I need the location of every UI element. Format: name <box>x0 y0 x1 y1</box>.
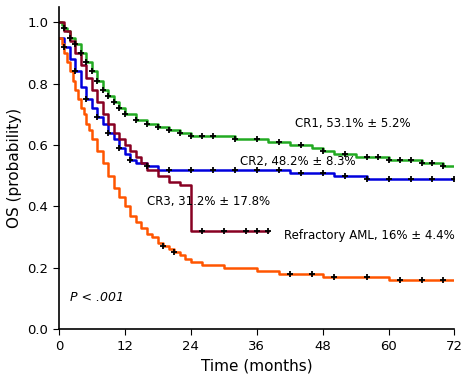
Text: P < .001: P < .001 <box>70 291 124 304</box>
Text: CR1, 53.1% ± 5.2%: CR1, 53.1% ± 5.2% <box>295 117 411 130</box>
X-axis label: Time (months): Time (months) <box>201 358 312 373</box>
Text: Refractory AML, 16% ± 4.4%: Refractory AML, 16% ± 4.4% <box>284 229 455 242</box>
Text: CR3, 31.2% ± 17.8%: CR3, 31.2% ± 17.8% <box>147 195 270 208</box>
Y-axis label: OS (probability): OS (probability) <box>7 108 22 228</box>
Text: CR2, 48.2% ± 8.3%: CR2, 48.2% ± 8.3% <box>240 155 356 168</box>
